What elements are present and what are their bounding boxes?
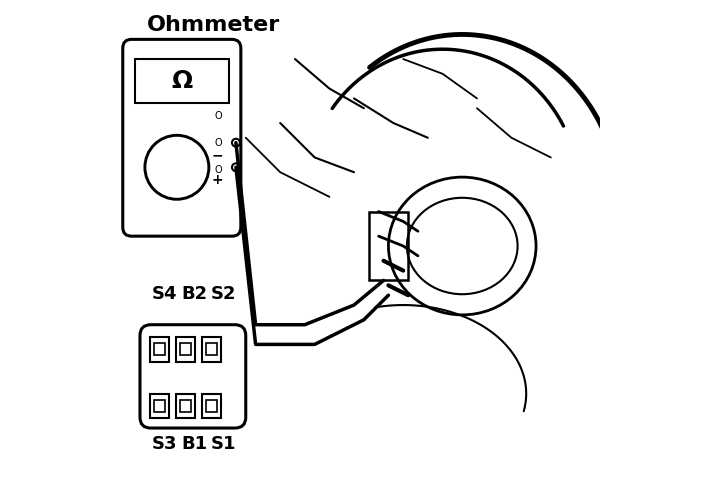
Bar bbox=[135, 59, 229, 103]
Text: O: O bbox=[215, 111, 222, 121]
Text: S4: S4 bbox=[152, 284, 177, 303]
Bar bbox=[206, 343, 217, 355]
Text: Ohmmeter: Ohmmeter bbox=[147, 15, 280, 35]
Text: S2: S2 bbox=[211, 284, 236, 303]
Bar bbox=[180, 343, 190, 355]
Text: Ω: Ω bbox=[171, 69, 193, 93]
Text: S1: S1 bbox=[211, 435, 236, 454]
Text: B2: B2 bbox=[181, 284, 207, 303]
Bar bbox=[176, 394, 195, 418]
Text: O: O bbox=[215, 138, 222, 148]
Bar bbox=[154, 400, 164, 412]
Text: −: − bbox=[211, 148, 223, 162]
Bar bbox=[202, 394, 221, 418]
Bar bbox=[180, 400, 190, 412]
Bar bbox=[369, 212, 408, 280]
Text: O: O bbox=[215, 165, 222, 175]
Bar bbox=[150, 394, 169, 418]
Text: S3: S3 bbox=[152, 435, 177, 454]
Text: B1: B1 bbox=[181, 435, 207, 454]
Bar bbox=[206, 400, 217, 412]
Bar bbox=[150, 337, 169, 362]
Bar bbox=[202, 337, 221, 362]
Bar bbox=[154, 343, 164, 355]
Bar bbox=[176, 337, 195, 362]
Text: +: + bbox=[211, 173, 223, 186]
